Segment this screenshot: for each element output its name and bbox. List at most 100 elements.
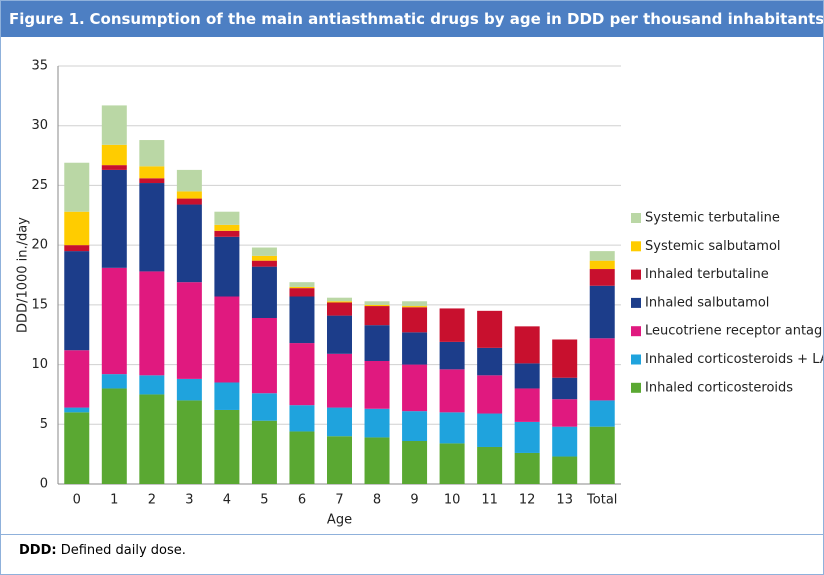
bar-segment [327,353,352,408]
y-tick-label: 15 [31,297,48,312]
x-tick-label: 9 [410,493,418,508]
x-tick-label: 1 [110,493,118,508]
bar-segment [364,437,390,484]
bar-segment [439,308,465,342]
bar-segment [176,282,202,379]
bar-segment [552,377,578,400]
bar-segment [402,306,428,308]
legend-label: Systemic salbutamol [645,239,781,254]
bar-segment [477,310,503,348]
bar-segment [101,388,127,484]
bar-segment [251,255,277,261]
bar-segment [139,140,165,167]
bar-segment [514,452,540,484]
bar-segment [64,211,90,246]
bar-segment [214,211,240,225]
legend-label: Systemic terbutaline [645,211,780,226]
bar-segment [289,343,315,406]
legend-label: Inhaled terbutaline [645,267,769,282]
bar-segment [552,399,578,427]
bar-segment [139,166,165,179]
x-tick-label: 10 [444,493,461,508]
bar-segment [64,162,90,212]
bar-segment [477,375,503,414]
bar-segment [176,169,202,192]
bar-segment [289,431,315,484]
bar-segment [64,412,90,484]
bar-segment [589,400,615,427]
bar-segment [402,332,428,365]
bar-segment [327,315,352,354]
bar-segment [589,426,615,484]
bar-segment [64,350,90,408]
bar-segment [439,443,465,484]
y-tick-label: 20 [31,238,48,253]
y-tick-label: 35 [31,59,48,74]
bar-segment [552,426,578,457]
bar-segment [214,236,240,297]
x-tick-label: 8 [373,493,381,508]
y-tick-label: 30 [31,118,48,133]
legend-swatch [631,241,641,252]
bar-segment [477,413,503,447]
bar-segment [139,375,165,395]
legend-swatch [631,326,641,337]
bar-segment [251,247,277,256]
legend-label: Inhaled corticosteroids [645,380,793,395]
y-tick-label: 25 [31,178,48,193]
x-tick-label: 11 [481,493,498,508]
bar-segment [289,286,315,289]
x-tick-label: 4 [223,493,231,508]
footnote-text: Defined daily dose. [60,543,186,558]
bar-segment [139,394,165,484]
bar-segment [251,420,277,484]
bar-segment [289,288,315,297]
x-tick-label: 2 [148,493,156,508]
bar-segment [514,421,540,453]
bar-segment [176,191,202,199]
figure-label: Figure 1. [9,10,85,28]
bar-segment [289,282,315,287]
bar-segment [402,441,428,484]
bar-segment [364,306,390,326]
bar-segment [402,364,428,412]
bar-segment [214,296,240,383]
bar-segment [364,301,390,305]
bar-segment [64,245,90,252]
bar-segment [439,412,465,444]
x-tick-label: 13 [556,493,573,508]
bar-segment [289,405,315,432]
bar-segment [327,436,352,484]
y-axis-label: DDD/1000 in./day [16,217,31,333]
bar-segment [552,339,578,378]
bar-segment [364,360,390,409]
bar-segment [477,347,503,376]
bar-segment [402,307,428,333]
bar-segment [214,409,240,484]
bar-segment [589,269,615,286]
bar-segment [364,408,390,438]
bar-segment [101,267,127,375]
bar-segment [327,297,352,302]
bar-segment [139,183,165,272]
bar-segment [251,393,277,421]
chart-title: Consumption of the main antiasthmatic dr… [89,10,824,28]
legend-swatch [631,213,641,223]
bar-segment [439,341,465,370]
bar-segment [176,204,202,283]
figure-header: Figure 1. Consumption of the main antias… [1,1,823,37]
y-tick-label: 10 [31,357,48,372]
bar-segment [589,338,615,401]
legend-swatch [631,297,641,308]
footnote-term: DDD: [19,543,57,558]
bar-segment [101,165,127,170]
bar-segment [139,178,165,184]
bar-segment [514,388,540,422]
bar-segment [214,382,240,410]
legend-swatch [631,269,641,280]
bar-segment [552,456,578,484]
x-tick-label: 6 [298,493,306,508]
bar-segment [176,378,202,401]
